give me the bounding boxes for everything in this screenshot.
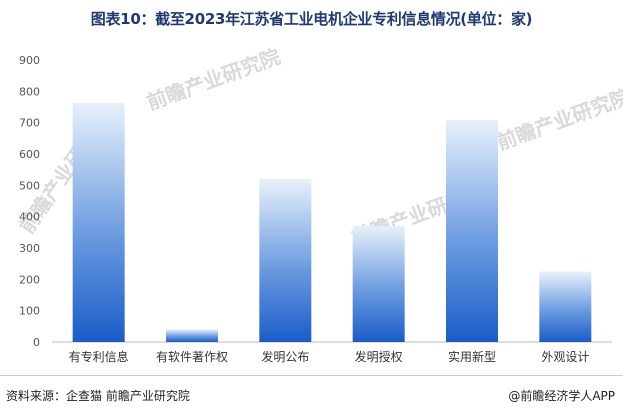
- x-tick-label: 有软件著作权: [156, 350, 228, 364]
- y-axis: 0 100 200 300 400 500 600 700 800 900: [19, 54, 612, 349]
- y-tick-label: 900: [19, 54, 40, 67]
- bar: [72, 102, 125, 342]
- bar: [352, 226, 405, 342]
- y-tick-label: 400: [19, 211, 40, 224]
- source-note: 资料来源：企查猫 前瞻产业研究院: [6, 389, 190, 403]
- brand-text: 前瞻经济学人APP: [520, 389, 615, 403]
- x-tick-label: 发明公布: [261, 349, 309, 364]
- brand-label: @前瞻经济学人APP: [508, 387, 615, 404]
- x-tick-label: 发明授权: [355, 349, 403, 364]
- bar: [446, 120, 498, 342]
- y-tick-label: 800: [19, 85, 40, 98]
- watermark-text: 前瞻产业研究院: [494, 84, 623, 154]
- y-tick-label: 100: [19, 305, 40, 318]
- y-tick-label: 700: [19, 117, 40, 130]
- y-tick-label: 300: [19, 242, 40, 255]
- y-tick-label: 0: [33, 336, 40, 349]
- y-tick-label: 600: [19, 148, 40, 161]
- x-tick-label: 有专利信息: [69, 349, 129, 364]
- x-axis-labels: 有专利信息 有软件著作权 发明公布 发明授权 实用新型 外观设计: [69, 349, 590, 364]
- y-tick-label: 200: [19, 273, 40, 286]
- x-tick-label: 实用新型: [448, 349, 496, 364]
- chart-title: 图表10：截至2023年江苏省工业电机企业专利信息情况(单位：家): [90, 10, 533, 28]
- bar-series: [72, 102, 592, 342]
- bar: [539, 271, 592, 342]
- at-icon: @: [508, 389, 521, 403]
- bar: [166, 329, 218, 342]
- watermark-text: 前瞻产业研究院: [144, 44, 284, 114]
- x-tick-label: 外观设计: [541, 350, 589, 364]
- y-tick-label: 500: [19, 179, 40, 192]
- bar: [259, 179, 312, 342]
- footer-divider: [0, 375, 623, 376]
